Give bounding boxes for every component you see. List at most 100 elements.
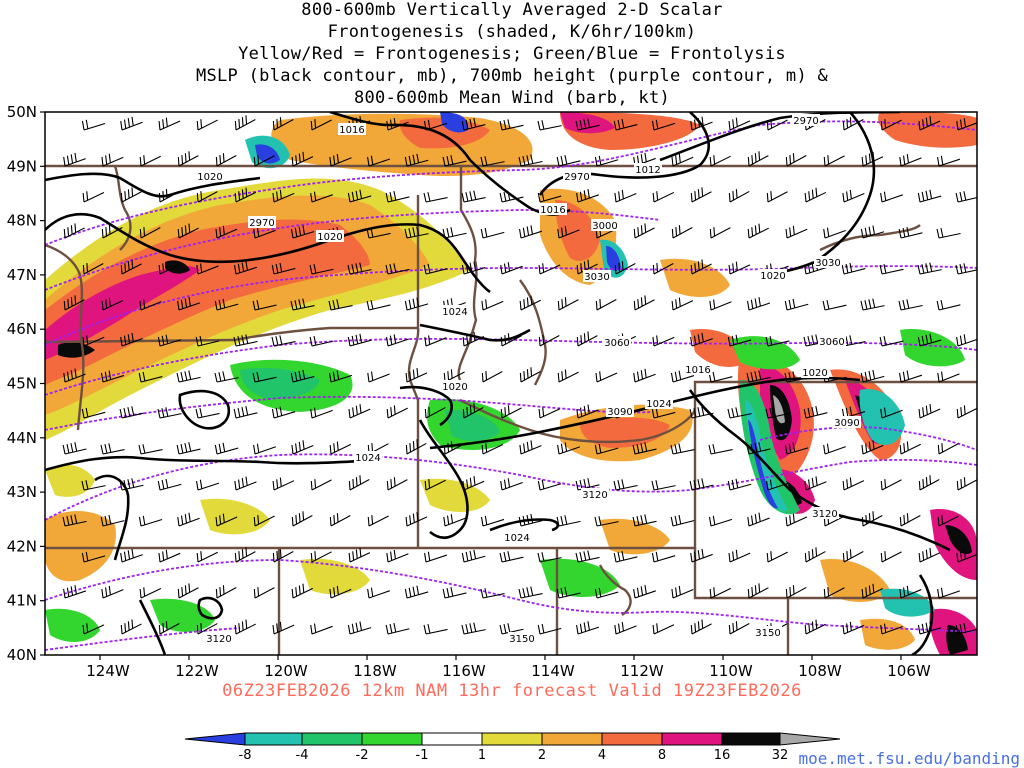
wind-barb-flag <box>302 440 305 450</box>
title-line-3: Yellow/Red = Frontogenesis; Green/Blue =… <box>238 44 786 64</box>
wind-barb-flag <box>613 480 617 491</box>
height-label-bg <box>563 170 591 182</box>
wind-barb-flag <box>81 552 85 563</box>
wind-barb-flag <box>359 333 363 343</box>
wind-barb-flag <box>560 155 564 166</box>
wind-barb-flag <box>245 334 249 344</box>
height-label-bg <box>205 632 233 644</box>
wind-barb-flag <box>355 405 358 415</box>
wind-barb-flag <box>538 336 541 347</box>
wind-barb-staff <box>83 624 105 635</box>
wind-barb-flag <box>63 156 66 167</box>
wind-barb-flag <box>165 621 168 631</box>
wind-barb-flag <box>66 371 70 381</box>
mslp-label-bg <box>441 380 469 392</box>
wind-barb-staff <box>824 515 845 527</box>
wind-barb-flag <box>238 479 241 489</box>
wind-barb-staff <box>102 299 124 311</box>
wind-barb-flag <box>960 479 963 489</box>
wind-barb-flag <box>632 516 636 527</box>
colorbar-segment <box>301 732 363 746</box>
wind-barb-flag <box>503 552 507 562</box>
wind-barb-flag <box>903 443 906 453</box>
wind-barb-staff <box>634 227 655 239</box>
wind-barb-flag <box>120 192 123 203</box>
wind-barb-flag <box>355 549 358 559</box>
wind-barb-flag <box>879 336 883 347</box>
wind-barb-flag <box>241 262 245 272</box>
wind-barb-flag <box>769 479 773 489</box>
wind-barb-staff <box>444 517 466 527</box>
wind-barb-flag <box>272 480 275 491</box>
wind-barb-flag <box>336 153 339 164</box>
wind-barb-staff <box>919 339 942 347</box>
wind-barb-flag <box>557 372 560 383</box>
wind-barb-flag <box>538 408 541 419</box>
wind-barb-flag <box>523 299 526 309</box>
wind-barb-staff <box>824 155 845 167</box>
wind-barb-flag <box>678 443 682 453</box>
wind-barb-flag <box>523 443 526 453</box>
wind-barb-flag <box>713 227 716 237</box>
wind-barb-flag <box>872 511 875 521</box>
wind-barb-flag <box>845 263 849 274</box>
wind-barb-staff <box>881 409 903 419</box>
wind-barb-flag <box>564 225 567 236</box>
wind-barb-flag <box>842 552 845 563</box>
wind-barb-flag <box>416 439 419 449</box>
wind-barb-staff <box>330 443 352 455</box>
wind-barb-flag <box>123 335 127 345</box>
wind-barb-flag <box>279 406 283 416</box>
wind-barb-flag <box>526 155 530 165</box>
wind-barb-flag <box>485 299 488 309</box>
wind-barb-staff <box>311 194 333 203</box>
wind-barb-staff <box>368 590 390 599</box>
wind-barb-flag <box>826 227 830 237</box>
wind-barb-flag <box>332 300 336 310</box>
wind-barb-flag <box>758 370 762 380</box>
wind-barb-flag <box>655 407 659 418</box>
colorbar-segment <box>421 732 483 746</box>
wind-barb-flag <box>222 225 225 235</box>
wind-barb-flag <box>386 480 389 491</box>
wind-barb-flag <box>865 587 868 597</box>
wind-barb-flag <box>693 119 697 129</box>
wind-barb-flag <box>784 372 788 383</box>
wind-barb-staff <box>710 518 733 527</box>
border-line <box>693 548 977 600</box>
wind-barb-flag <box>872 583 875 593</box>
wind-barb-flag <box>177 156 180 167</box>
height-label: 3120 <box>812 509 837 520</box>
wind-barb-flag <box>298 441 301 451</box>
source-credit[interactable]: moe.met.fsu.edu/banding <box>798 749 1020 768</box>
wind-barb-flag <box>347 624 351 635</box>
wind-barb-flag <box>123 119 127 129</box>
wind-barb-staff <box>919 552 941 563</box>
wind-barb-staff <box>862 375 885 383</box>
wind-barb-flag <box>405 372 408 383</box>
wind-barb-flag <box>404 228 408 239</box>
mslp-contour <box>911 574 934 655</box>
wind-barb-flag <box>120 624 123 635</box>
wind-barb-staff <box>444 592 467 599</box>
wind-barb-staff <box>558 371 579 383</box>
wind-barb-flag <box>199 408 203 418</box>
wind-barb-staff <box>102 374 125 383</box>
wind-barb-flag <box>808 479 811 489</box>
wind-barb-flag <box>313 623 317 633</box>
wind-barb-flag <box>298 513 301 523</box>
wind-barb-staff <box>64 373 86 383</box>
shade-region <box>945 525 972 555</box>
wind-barb-flag <box>165 549 168 559</box>
wind-barb-flag <box>237 263 241 273</box>
wind-barb-staff <box>824 304 847 311</box>
wind-barb-flag <box>302 511 305 521</box>
wind-barb-flag <box>390 479 393 489</box>
wind-barb-flag <box>290 372 294 383</box>
wind-barb-flag <box>865 443 868 453</box>
colorbar-segment <box>661 732 723 746</box>
wind-barb-staff <box>653 122 676 131</box>
shade-region <box>739 379 800 515</box>
wind-barb-flag <box>370 299 374 310</box>
wind-barb-staff <box>862 156 884 167</box>
